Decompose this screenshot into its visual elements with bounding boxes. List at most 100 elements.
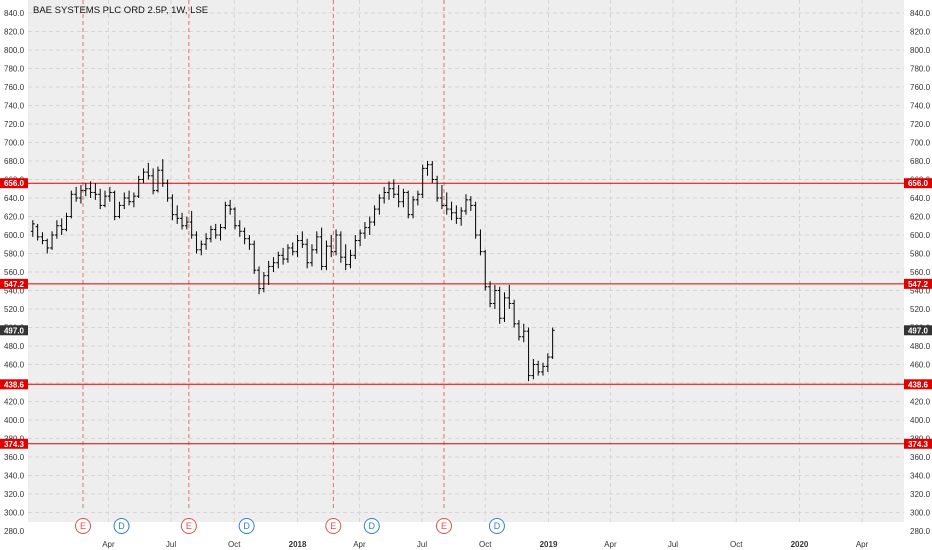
ohlc-bar xyxy=(526,327,531,382)
dividend-marker-label: D xyxy=(118,521,125,531)
earnings-marker-label: E xyxy=(186,521,192,531)
ohlc-bar xyxy=(338,231,343,263)
ohlc-bar xyxy=(343,244,348,271)
ohlc-bar xyxy=(59,218,64,235)
y-tick-label-right: 800.0 xyxy=(910,46,931,55)
ohlc-bar xyxy=(329,235,334,258)
y-tick-label-left: 320.0 xyxy=(4,490,25,499)
ohlc-bar xyxy=(309,244,314,267)
ohlc-bar xyxy=(30,220,35,237)
ohlc-bar xyxy=(507,284,512,309)
ohlc-bar xyxy=(281,247,286,265)
y-tick-label-right: 740.0 xyxy=(910,102,931,111)
ohlc-bar xyxy=(50,231,55,250)
earnings-marker[interactable]: E xyxy=(325,518,342,534)
ohlc-bar xyxy=(521,323,526,343)
y-tick-label-left: 360.0 xyxy=(4,453,25,462)
ohlc-bar xyxy=(223,201,228,230)
ohlc-bar xyxy=(449,201,454,221)
ohlc-bar xyxy=(160,159,165,187)
dividend-marker-circle xyxy=(363,518,380,534)
y-tick-label-left: 400.0 xyxy=(4,416,25,425)
y-tick-label-left: 480.0 xyxy=(4,342,25,351)
ohlc-bar xyxy=(64,212,69,232)
ohlc-bar xyxy=(353,235,358,260)
earnings-marker[interactable]: E xyxy=(180,518,197,534)
ohlc-bar xyxy=(348,249,353,269)
ohlc-bar xyxy=(396,185,401,208)
ohlc-bar xyxy=(151,168,156,195)
ohlc-bar xyxy=(252,240,257,274)
last-price-label-right: 497.0 xyxy=(908,326,929,335)
ohlc-bar xyxy=(237,220,242,237)
ohlc-bar xyxy=(512,299,517,328)
ohlc-bar xyxy=(199,240,204,256)
earnings-marker[interactable]: E xyxy=(435,518,452,534)
left-axis-background xyxy=(0,0,28,550)
ohlc-bar xyxy=(136,175,141,198)
dividend-marker[interactable]: D xyxy=(113,518,130,534)
x-tick-label: 2020 xyxy=(791,540,809,549)
ohlc-bar xyxy=(478,229,483,256)
y-tick-label-left: 760.0 xyxy=(4,83,25,92)
y-tick-label-right: 360.0 xyxy=(910,453,931,462)
y-tick-label-right: 840.0 xyxy=(910,9,931,18)
ohlc-bar xyxy=(127,190,132,206)
ohlc-bar xyxy=(411,196,416,219)
level-label-right: 547.2 xyxy=(908,280,929,289)
x-tick-label: Oct xyxy=(730,540,743,549)
y-tick-label-right: 760.0 xyxy=(910,83,931,92)
ohlc-bar xyxy=(184,216,189,230)
x-tick-label: 2018 xyxy=(289,540,307,549)
ohlc-bar xyxy=(257,266,262,295)
y-tick-label-left: 580.0 xyxy=(4,250,25,259)
y-tick-label-right: 780.0 xyxy=(910,65,931,74)
ohlc-bar xyxy=(175,205,180,224)
dividend-marker[interactable]: D xyxy=(363,518,380,534)
level-label-left: 547.2 xyxy=(4,280,25,289)
ohlc-bar xyxy=(473,201,478,239)
level-label-right: 374.3 xyxy=(908,440,929,449)
earnings-marker-circle xyxy=(435,518,452,534)
ohlc-bar xyxy=(218,223,223,241)
ohlc-bar xyxy=(483,249,488,291)
y-tick-label-right: 720.0 xyxy=(910,120,931,129)
ohlc-bar xyxy=(112,190,117,221)
ohlc-bar xyxy=(430,161,435,184)
y-tick-label-left: 620.0 xyxy=(4,213,25,222)
ohlc-bar xyxy=(550,327,555,359)
level-label-left-box xyxy=(0,379,28,390)
y-tick-label-left: 700.0 xyxy=(4,139,25,148)
ohlc-bar xyxy=(367,216,372,235)
ohlc-bar xyxy=(146,162,151,180)
ohlc-bar xyxy=(319,227,324,271)
y-tick-label-left: 720.0 xyxy=(4,120,25,129)
ohlc-bar xyxy=(242,227,247,245)
level-label-right: 656.0 xyxy=(908,179,929,188)
y-tick-label-right: 480.0 xyxy=(910,342,931,351)
ohlc-bar xyxy=(122,192,127,210)
y-tick-label-right: 280.0 xyxy=(910,527,931,536)
ohlc-bar xyxy=(165,179,170,202)
y-tick-label-left: 460.0 xyxy=(4,361,25,370)
ohlc-bar xyxy=(492,284,497,309)
y-tick-label-left: 680.0 xyxy=(4,157,25,166)
ohlc-bar xyxy=(103,190,108,208)
ohlc-bar xyxy=(88,181,93,198)
ohlc-bar xyxy=(314,231,319,254)
ohlc-bar xyxy=(117,201,122,219)
ohlc-bar xyxy=(266,260,271,285)
level-label-right-box xyxy=(904,178,932,189)
right-axis-background xyxy=(904,0,932,550)
dividend-marker[interactable]: D xyxy=(488,518,505,534)
ohlc-bar xyxy=(208,225,213,243)
earnings-marker[interactable]: E xyxy=(75,518,92,534)
dividend-marker[interactable]: D xyxy=(238,518,255,534)
earnings-marker-circle xyxy=(325,518,342,534)
earnings-marker-label: E xyxy=(80,521,86,531)
ohlc-bar xyxy=(247,235,252,250)
y-tick-label-right: 580.0 xyxy=(910,250,931,259)
ohlc-bar xyxy=(516,320,521,341)
